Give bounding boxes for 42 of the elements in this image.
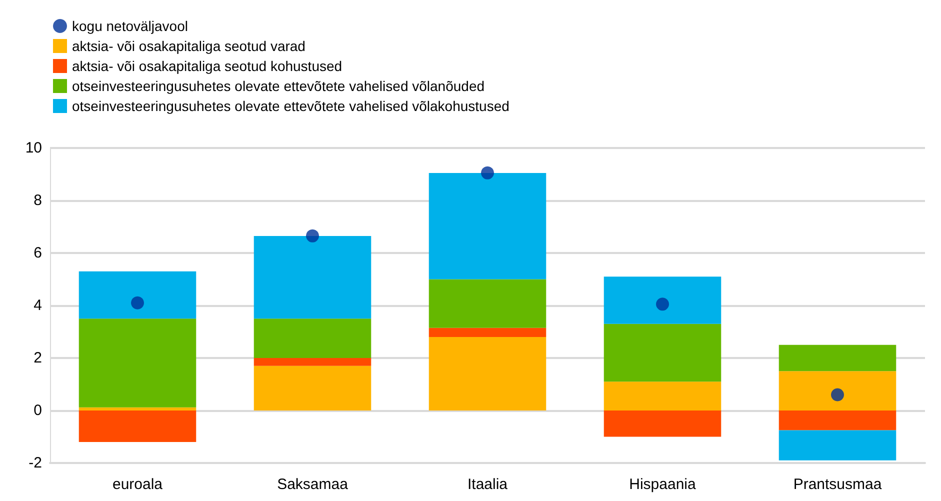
point — [131, 296, 144, 310]
x-tick-label: Prantsusmaa — [793, 476, 882, 493]
bar — [428, 337, 546, 410]
y-tick-label: 8 — [34, 192, 42, 209]
point — [656, 298, 669, 311]
bar — [604, 382, 722, 410]
y-tick-label: 0 — [34, 402, 42, 419]
bar — [604, 324, 722, 382]
bar — [778, 430, 896, 460]
legend-label: otseinvesteeringusuhetes olevate ettevõtete vahelised võlanõuded — [72, 78, 485, 94]
bar — [254, 318, 372, 358]
legend-label: otseinvesteeringusuhetes olevate ettevõtete vahelised võlakohustused — [72, 98, 510, 114]
bar — [778, 410, 896, 430]
bar — [78, 271, 196, 319]
x-tick-label: Saksamaa — [277, 476, 349, 493]
y-tick-label: -2 — [28, 454, 42, 472]
legend-label: aktsia- või osakapitaliga seotud varad — [72, 38, 306, 54]
bar — [78, 318, 196, 408]
x-tick-label: Itaalia — [467, 476, 508, 493]
y-tick-label: 10 — [25, 140, 42, 156]
bar — [78, 407, 196, 410]
bar — [428, 172, 546, 280]
legend-label: aktsia- või osakapitaliga seotud kohustused — [72, 58, 342, 74]
bar — [604, 410, 722, 437]
bar — [254, 358, 372, 366]
bar — [78, 410, 196, 442]
bar — [778, 344, 896, 372]
x-tick-label: euroala — [112, 476, 164, 493]
bar — [428, 279, 546, 328]
legend-label: kogu netoväljavool — [72, 18, 188, 34]
bar — [604, 276, 722, 324]
y-tick-label: 2 — [34, 350, 42, 366]
x-tick-label: Hispaania — [629, 476, 697, 493]
bar — [428, 328, 546, 337]
point — [306, 229, 319, 242]
bar — [254, 366, 372, 410]
y-tick-label: 6 — [34, 244, 42, 262]
bar — [254, 236, 372, 319]
point — [481, 166, 494, 180]
point — [831, 388, 844, 402]
bar — [778, 371, 896, 410]
y-tick-label: 4 — [34, 297, 42, 314]
